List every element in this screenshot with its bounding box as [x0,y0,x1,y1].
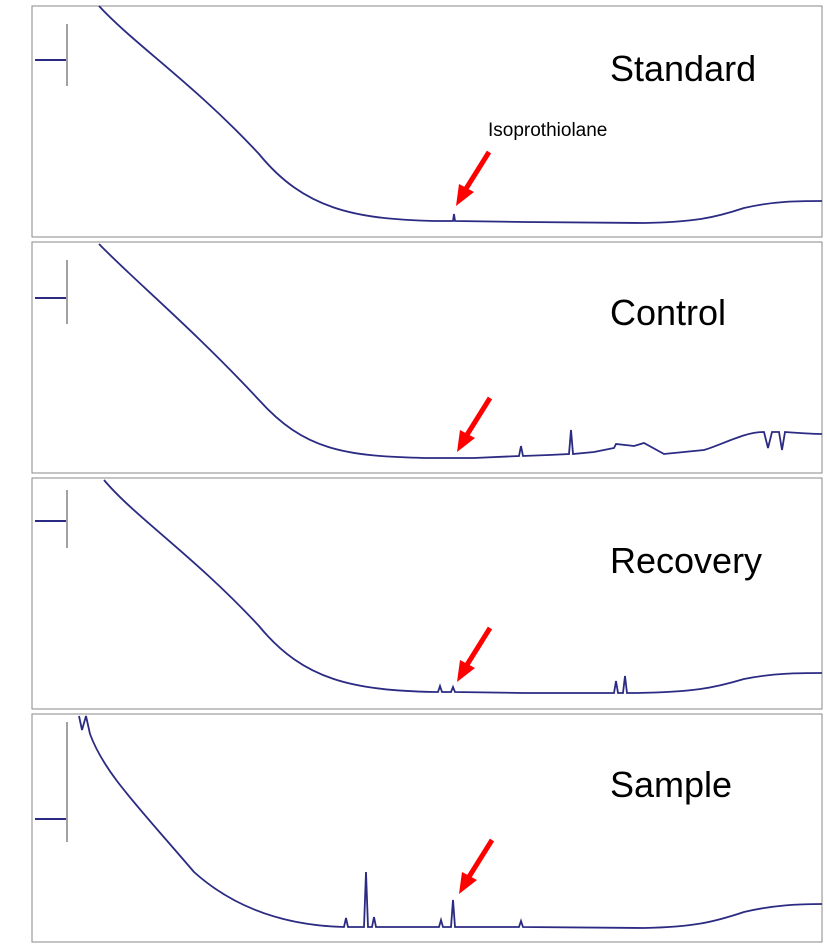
panel-label-standard: Standard [610,48,757,89]
red-arrow [464,838,495,882]
panel-control: Control [4,240,823,476]
chromatogram-trace [78,715,823,929]
red-arrowhead [456,184,474,206]
red-arrowhead [459,872,477,894]
red-arrowhead [457,430,475,452]
panel-label-sample: Sample [610,764,733,805]
chromatogram-standard [31,5,823,238]
red-arrow [462,626,493,670]
red-arrow [462,396,493,440]
panel-label-recovery: Recovery [610,540,763,581]
plot-frame [31,477,823,710]
red-arrow [461,150,492,194]
chromatogram-trace [98,5,823,224]
chromatogram-trace [98,243,823,459]
panel-recovery: Recovery [4,476,823,712]
red-arrowhead [457,660,475,682]
chromatogram-recovery [31,477,823,710]
chromatogram-trace [103,479,823,694]
panel-sample: Sample [4,712,823,944]
panel-standard: Standard Isoprothiolane [4,4,823,240]
plot-frame [31,713,823,943]
chromatogram-sample [31,713,823,943]
chromatogram-control [31,241,823,474]
panel-label-control: Control [610,292,727,333]
plot-frame [31,5,823,238]
plot-frame [31,241,823,474]
annotation-isoprothiolane: Isoprothiolane [488,120,608,141]
